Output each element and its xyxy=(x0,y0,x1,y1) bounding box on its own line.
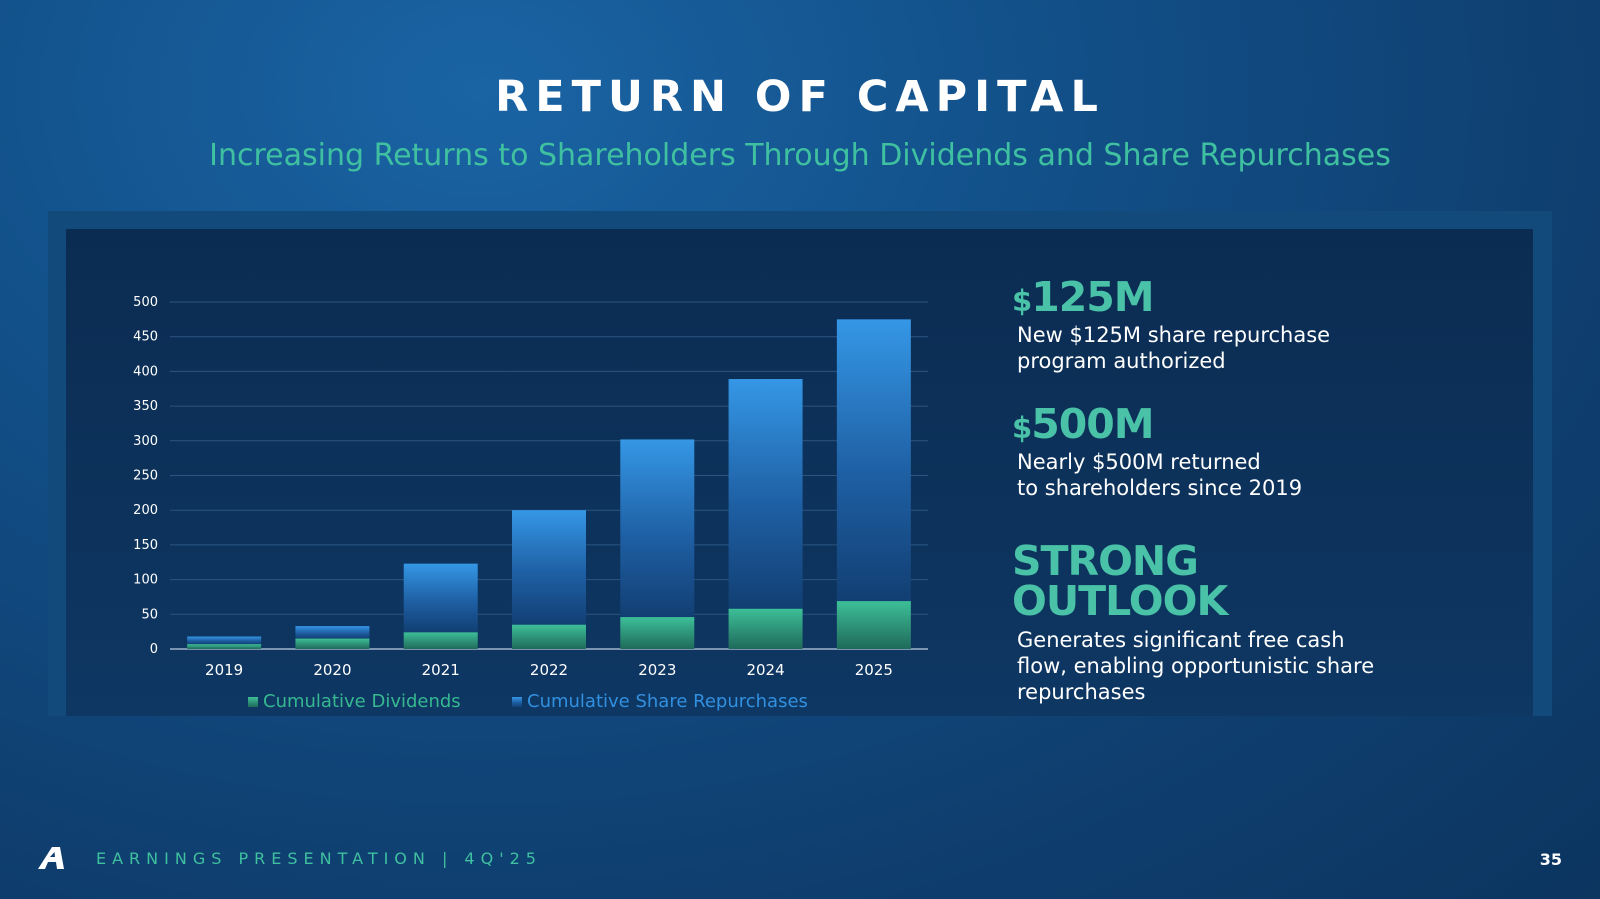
company-logo-icon xyxy=(38,847,64,869)
stat-strong-outlook: STRONG OUTLOOK Generates significant fre… xyxy=(1012,541,1374,705)
legend-swatch xyxy=(248,697,258,707)
x-tick-label: 2021 xyxy=(422,661,460,679)
chart-legend: Cumulative Dividends Cumulative Share Rep… xyxy=(248,691,808,712)
stat-value: STRONG OUTLOOK xyxy=(1012,537,1228,625)
slide-title: RETURN OF CAPITAL xyxy=(495,72,1105,122)
bar-dividends xyxy=(512,624,586,649)
x-tick-label: 2020 xyxy=(313,661,351,679)
y-tick-label: 350 xyxy=(133,399,158,414)
stat-value: $125M xyxy=(1012,276,1330,322)
bar-share-repurchases xyxy=(836,319,911,602)
bar-dividends xyxy=(728,608,803,649)
x-tick-label: 2019 xyxy=(205,661,243,679)
bar-share-repurchases xyxy=(620,439,695,618)
stat-repurchase-program: $125M New $125M share repurchase program… xyxy=(1012,276,1330,374)
stat-value: $500M xyxy=(1012,403,1302,449)
bar-share-repurchases xyxy=(403,563,478,633)
x-axis-ticks: 2019 2020 2021 2022 2023 2024 2025 xyxy=(205,661,893,679)
stat-amount: 500M xyxy=(1031,400,1154,448)
stat-description: Generates significant free cash flow, en… xyxy=(1017,628,1375,704)
stat-currency: $ xyxy=(1012,284,1032,318)
legend-label: Cumulative Dividends xyxy=(263,691,461,712)
x-tick-label: 2022 xyxy=(530,661,568,679)
bar-dividends xyxy=(620,617,695,649)
stat-description: Nearly $500M returned to shareholders si… xyxy=(1017,450,1303,500)
stat-amount: 125M xyxy=(1031,273,1154,321)
y-tick-label: 500 xyxy=(133,295,158,310)
y-tick-label: 0 xyxy=(150,642,158,657)
footer-label: EARNINGS PRESENTATION | 4Q'25 xyxy=(96,849,542,868)
y-tick-label: 400 xyxy=(133,364,158,379)
x-tick-label: 2025 xyxy=(855,661,893,679)
bar-dividends xyxy=(295,638,370,649)
bar-dividends xyxy=(836,601,911,649)
stat-description: New $125M share repurchase program autho… xyxy=(1017,323,1331,373)
bar-share-repurchases xyxy=(187,636,262,645)
legend-label: Cumulative Share Repurchases xyxy=(527,691,808,712)
y-axis-ticks: 0 50 100 150 200 250 300 350 400 450 500 xyxy=(133,295,158,657)
y-tick-label: 50 xyxy=(141,607,158,622)
y-tick-label: 150 xyxy=(133,538,158,553)
bar-dividends xyxy=(403,632,478,649)
y-tick-label: 100 xyxy=(133,573,158,588)
stat-returned-to-shareholders: $500M Nearly $500M returned to sharehold… xyxy=(1012,403,1302,501)
legend-swatch xyxy=(512,697,522,707)
y-tick-label: 450 xyxy=(133,330,158,345)
y-tick-label: 250 xyxy=(133,469,158,484)
bar-dividends xyxy=(187,644,262,649)
y-tick-label: 300 xyxy=(133,434,158,449)
stat-currency: $ xyxy=(1012,411,1032,445)
y-tick-label: 200 xyxy=(133,503,158,518)
chart-bars xyxy=(187,319,911,649)
x-tick-label: 2023 xyxy=(638,661,676,679)
x-tick-label: 2024 xyxy=(746,661,784,679)
slide-subtitle: Increasing Returns to Shareholders Throu… xyxy=(209,138,1391,173)
bar-share-repurchases xyxy=(512,510,586,625)
bar-share-repurchases xyxy=(728,379,803,609)
page-number: 35 xyxy=(1539,850,1562,869)
bar-share-repurchases xyxy=(295,626,370,639)
